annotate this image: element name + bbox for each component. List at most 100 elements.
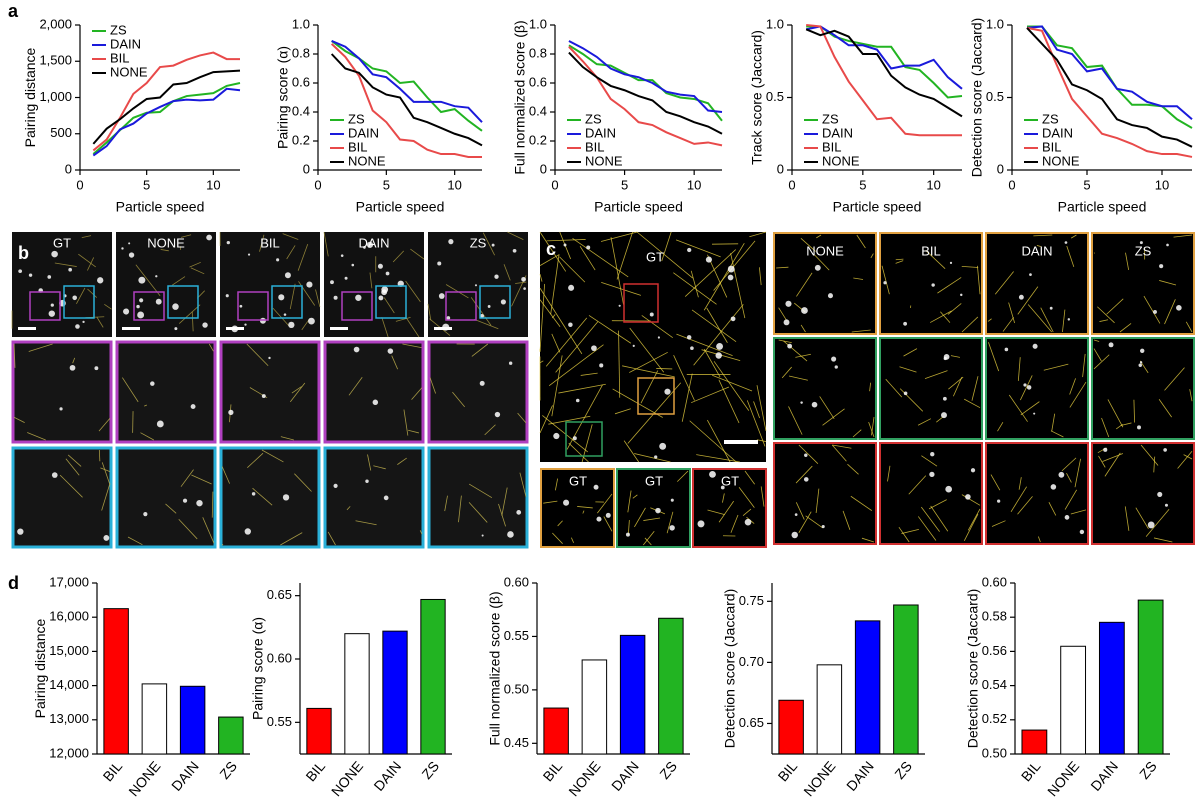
- y-tick-label: 0: [540, 161, 547, 176]
- filament: [948, 376, 964, 390]
- zoom-tile: [1091, 337, 1195, 440]
- particle: [572, 436, 577, 441]
- filament: [950, 355, 961, 358]
- filament: [1107, 399, 1124, 428]
- particle: [479, 380, 485, 386]
- filament: [515, 281, 527, 284]
- scale-bar: [226, 327, 244, 330]
- filament: [252, 487, 273, 506]
- series-line: [806, 25, 963, 99]
- filament: [144, 404, 148, 407]
- filament: [1125, 252, 1130, 270]
- filament: [1093, 339, 1100, 342]
- filament: [1017, 496, 1033, 515]
- particle: [174, 327, 178, 331]
- filament: [778, 339, 792, 343]
- particle: [344, 276, 348, 280]
- filament: [753, 401, 760, 419]
- filament: [901, 528, 919, 534]
- filament: [632, 494, 638, 499]
- filament: [634, 507, 646, 528]
- filament: [881, 265, 890, 295]
- particle: [288, 321, 295, 329]
- particle: [1004, 347, 1009, 352]
- main-label: GT: [646, 249, 664, 264]
- filament: [744, 470, 756, 485]
- zoom-tile: [985, 337, 1089, 440]
- particle: [1163, 448, 1167, 452]
- zoom-tile: [879, 337, 983, 440]
- y-tick-label: 0.5: [986, 89, 1004, 104]
- particle: [659, 442, 667, 450]
- scale-bar: [330, 327, 348, 330]
- particle: [381, 289, 388, 296]
- filament: [691, 309, 737, 342]
- filament: [760, 486, 765, 507]
- particle: [664, 388, 671, 395]
- column-label: BIL: [921, 243, 941, 258]
- particle: [278, 294, 285, 301]
- particle: [931, 283, 935, 287]
- particle: [575, 398, 580, 403]
- filament: [470, 297, 492, 326]
- zoom-purple: [323, 340, 425, 444]
- legend-label: NONE: [348, 153, 386, 168]
- x-tick-label: DAIN: [1087, 758, 1121, 794]
- particle: [206, 234, 213, 241]
- particle: [378, 295, 384, 301]
- x-tick-label: 0: [551, 177, 558, 192]
- filament: [579, 245, 596, 271]
- y-tick-label: 0: [65, 161, 72, 176]
- column-label: GT: [53, 235, 71, 250]
- filament: [929, 310, 952, 323]
- roi-box: [63, 285, 95, 319]
- filament: [1051, 413, 1056, 432]
- particle: [340, 254, 344, 257]
- particle: [599, 363, 604, 368]
- particle: [625, 532, 630, 537]
- filament: [640, 370, 659, 404]
- roi-box: [375, 285, 407, 319]
- y-axis-label: Pairing score (α): [249, 617, 265, 720]
- filament: [247, 452, 264, 469]
- column-label: DAIN: [358, 235, 389, 250]
- filament: [930, 505, 949, 532]
- filament: [289, 382, 306, 403]
- filament: [796, 272, 813, 297]
- y-tick-label: 0: [303, 161, 310, 176]
- legend-label: NONE: [585, 153, 623, 168]
- filament: [706, 419, 731, 463]
- filament: [1145, 508, 1170, 537]
- particle: [28, 273, 33, 277]
- filament: [202, 517, 215, 544]
- filament: [805, 515, 823, 529]
- filament: [140, 432, 154, 441]
- filament: [59, 474, 83, 498]
- filament: [853, 277, 864, 280]
- y-tick-label: 14,000: [49, 677, 89, 692]
- roi-box: [637, 377, 675, 415]
- particle: [251, 492, 256, 496]
- filament: [323, 231, 329, 257]
- x-tick-label: NONE: [800, 758, 838, 799]
- filament: [895, 260, 904, 264]
- filament: [280, 436, 294, 441]
- bar: [658, 617, 684, 755]
- scale-bar: [724, 440, 758, 444]
- inset: [616, 468, 691, 548]
- zoom-tile: [985, 442, 1089, 545]
- filament: [603, 516, 613, 532]
- filament: [1158, 399, 1172, 418]
- thumbnail: [220, 232, 320, 337]
- zoom-purple: [11, 340, 113, 444]
- filament: [191, 311, 194, 332]
- particle: [1049, 306, 1053, 310]
- y-tick-label: 17,000: [49, 574, 89, 589]
- filament: [887, 465, 891, 482]
- filament: [468, 483, 493, 499]
- y-tick-label: 0.75: [739, 593, 764, 608]
- particle: [172, 303, 179, 310]
- particle: [75, 324, 80, 329]
- particle: [202, 322, 208, 328]
- filament: [677, 470, 689, 482]
